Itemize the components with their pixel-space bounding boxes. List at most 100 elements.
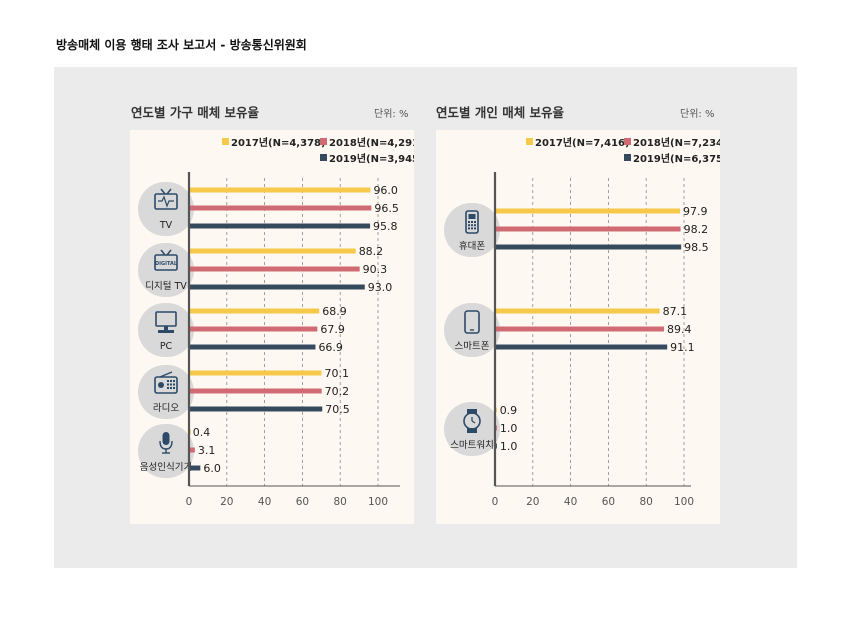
category-group: 음성인식기기 0.4 3.1 6.0: [138, 424, 221, 478]
data-label: 97.9: [683, 205, 708, 218]
category-group: 휴대폰 97.9 98.2 98.5: [444, 203, 709, 257]
data-label: 0.9: [500, 404, 518, 417]
data-label: 98.5: [684, 241, 709, 254]
legend-swatch: [222, 138, 229, 145]
data-label: 91.1: [670, 341, 695, 354]
category-label: 라디오: [153, 403, 179, 414]
tv-icon: [154, 188, 178, 210]
smartphone-icon: [464, 310, 480, 334]
category-group: 스마트워치 0.9 1.0 1.0: [444, 402, 517, 456]
x-tick-label: 60: [602, 496, 615, 508]
legend-label: 2017년(N=7,416): [535, 136, 630, 149]
category-label: 음성인식기기: [140, 462, 192, 473]
x-tick-label: 0: [492, 496, 499, 508]
legend-swatch: [320, 154, 327, 161]
bar: [190, 326, 318, 332]
radio-icon: [154, 371, 178, 394]
household-media-chart: 2017년(N=4,378)2018년(N=4,291) 2019년(N=3,94…: [138, 136, 414, 508]
category-label: 휴대폰: [459, 241, 485, 252]
bar: [190, 406, 323, 412]
pc-icon: [155, 311, 177, 333]
bar: [190, 447, 195, 453]
digital-tv-icon-text: DIGITAL: [155, 261, 178, 267]
x-tick-label: 20: [220, 496, 233, 508]
data-label: 98.2: [684, 223, 709, 236]
page-title: 방송매체 이용 행태 조사 보고서 - 방송통신위원회: [56, 38, 307, 52]
data-label: 3.1: [198, 444, 216, 457]
data-label: 0.4: [193, 426, 211, 439]
category-label: 스마트폰: [455, 341, 490, 352]
bar: [496, 244, 682, 250]
legend-swatch: [320, 138, 327, 145]
data-label: 70.1: [324, 367, 349, 380]
bar: [190, 284, 365, 290]
bar: [496, 344, 668, 350]
personal-media-chart: 2017년(N=7,416) 2018년(N=7,234) 2019년(N=6,37…: [444, 136, 720, 508]
data-label: 89.4: [667, 323, 692, 336]
category-group: DIGITAL 디지털 TV 88.2 90.3 93.0: [138, 243, 392, 297]
category-group: 스마트폰 87.1 89.4 91.1: [444, 303, 695, 357]
x-tick-label: 100: [674, 496, 694, 508]
bar: [190, 344, 316, 350]
bar: [190, 370, 322, 376]
x-tick-label: 40: [258, 496, 271, 508]
category-group: 라디오 70.1 70.2 70.5: [138, 365, 350, 419]
unit-label-household: 단위: %: [374, 109, 409, 120]
x-tick-label: 80: [640, 496, 653, 508]
x-tick-label: 60: [296, 496, 309, 508]
bar: [190, 266, 360, 272]
data-label: 96.0: [373, 184, 398, 197]
category-label: 디지털 TV: [145, 280, 187, 292]
data-label: 95.8: [373, 220, 398, 233]
legend-swatch: [624, 154, 631, 161]
data-label: 6.0: [203, 462, 221, 475]
microphone-icon: [159, 432, 173, 454]
legend-label: 2019년(N=3,945): [329, 152, 414, 165]
category-label: TV: [159, 220, 173, 231]
bar: [190, 187, 371, 193]
x-tick-label: 100: [368, 496, 388, 508]
digital-tv-icon: DIGITAL: [154, 249, 178, 271]
legend-swatch: [624, 138, 631, 145]
data-label: 96.5: [374, 202, 399, 215]
bar: [496, 226, 681, 232]
category-group: PC 68.9 67.9 66.9: [138, 303, 347, 357]
smartwatch-icon: [463, 409, 481, 433]
icon-badge: [138, 365, 194, 419]
data-label: 1.0: [500, 422, 518, 435]
category-group: TV 96.0 96.5 95.8: [138, 182, 399, 236]
data-label: 1.0: [500, 440, 518, 453]
data-label: 93.0: [368, 281, 393, 294]
data-label: 87.1: [663, 305, 688, 318]
bar: [190, 248, 356, 254]
bar: [190, 308, 320, 314]
x-tick-label: 20: [526, 496, 539, 508]
data-label: 70.5: [325, 403, 350, 416]
legend: 2017년(N=7,416) 2018년(N=7,234) 2019년(N=6,37…: [526, 136, 720, 165]
legend: 2017년(N=4,378)2018년(N=4,291) 2019년(N=3,94…: [222, 136, 414, 165]
bar: [496, 308, 660, 314]
chart-title-personal: 연도별 개인 매체 보유율: [436, 105, 565, 120]
legend-label: 2017년(N=4,378): [231, 136, 326, 149]
x-tick-label: 40: [564, 496, 577, 508]
legend-swatch: [526, 138, 533, 145]
bar: [496, 326, 664, 332]
bar: [190, 223, 371, 229]
category-label: PC: [160, 341, 173, 352]
legend-label: 2019년(N=6,375): [633, 152, 720, 165]
bar: [496, 443, 497, 449]
chart-title-household: 연도별 가구 매체 보유율: [131, 105, 260, 120]
data-label: 68.9: [322, 305, 347, 318]
unit-label-personal: 단위: %: [680, 109, 715, 120]
legend-label: 2018년(N=7,234): [633, 136, 720, 149]
icon-badge: [444, 203, 500, 257]
data-label: 88.2: [359, 245, 384, 258]
data-label: 66.9: [318, 341, 343, 354]
bar: [190, 205, 372, 211]
data-label: 70.2: [325, 385, 350, 398]
bar: [496, 407, 497, 413]
bar: [496, 425, 497, 431]
data-label: 67.9: [320, 323, 345, 336]
category-label: 스마트워치: [450, 439, 494, 451]
mobile-phone-icon: [465, 210, 479, 234]
